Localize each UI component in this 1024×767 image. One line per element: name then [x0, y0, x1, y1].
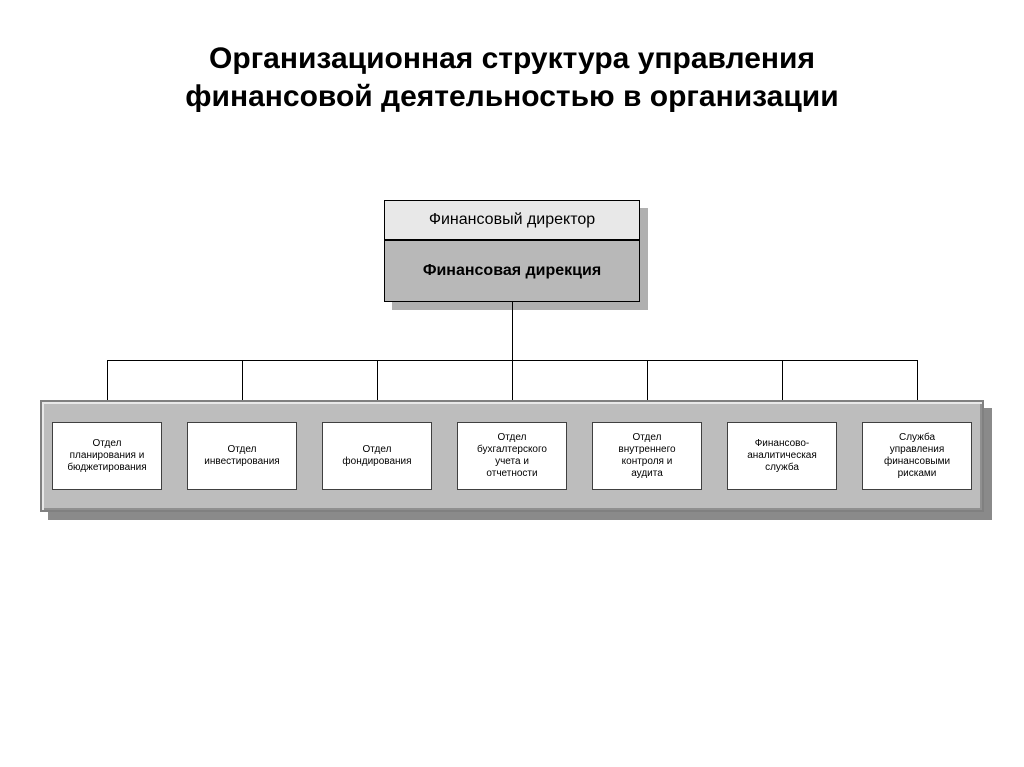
department-label: Отдел фондирования — [342, 444, 411, 468]
connector-line — [647, 360, 648, 400]
connector-line — [512, 302, 513, 360]
department-label: Отдел бухгалтерского учета и отчетности — [477, 432, 547, 480]
department-label: Отдел планирования и бюджетирования — [67, 438, 146, 474]
connector-line — [917, 360, 918, 400]
department-box: Отдел внутреннего контроля и аудита — [592, 422, 702, 490]
department-box: Отдел бухгалтерского учета и отчетности — [457, 422, 567, 490]
department-box: Отдел планирования и бюджетирования — [52, 422, 162, 490]
page-title: Организационная структура управленияфина… — [0, 40, 1024, 115]
top-box-director: Финансовый директор — [384, 200, 640, 240]
top-box-director-label: Финансовый директор — [429, 211, 595, 229]
department-box: Финансово- аналитическая служба — [727, 422, 837, 490]
connector-line — [377, 360, 378, 400]
connector-line — [512, 360, 513, 400]
diagram-container: Организационная структура управленияфина… — [0, 0, 1024, 767]
department-label: Отдел внутреннего контроля и аудита — [618, 432, 675, 480]
department-box: Отдел инвестирования — [187, 422, 297, 490]
department-box: Отдел фондирования — [322, 422, 432, 490]
department-label: Финансово- аналитическая служба — [747, 438, 817, 474]
connector-line — [107, 360, 108, 400]
department-label: Служба управления финансовыми рисками — [884, 432, 950, 480]
connector-line — [242, 360, 243, 400]
connector-line — [782, 360, 783, 400]
department-box: Служба управления финансовыми рисками — [862, 422, 972, 490]
top-box-directorate: Финансовая дирекция — [384, 240, 640, 302]
department-label: Отдел инвестирования — [204, 444, 279, 468]
top-box-directorate-label: Финансовая дирекция — [423, 262, 601, 280]
